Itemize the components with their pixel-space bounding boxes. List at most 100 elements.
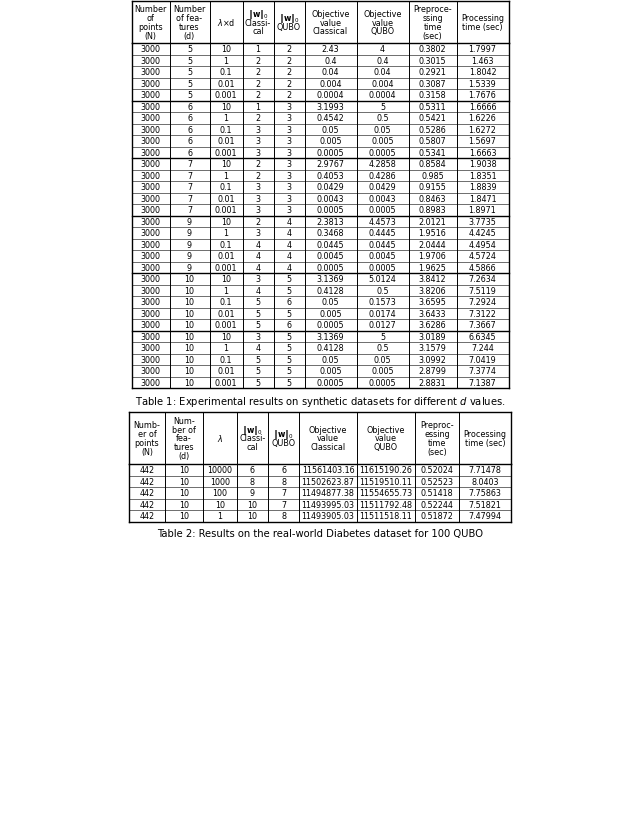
Text: 442: 442 (140, 477, 155, 486)
Text: Classical: Classical (313, 28, 348, 36)
Text: 10: 10 (248, 512, 257, 521)
Text: 4: 4 (255, 264, 260, 273)
Text: Classi-: Classi- (245, 19, 271, 28)
Text: 0.5286: 0.5286 (419, 125, 446, 134)
Text: 2: 2 (287, 79, 292, 88)
Text: 3: 3 (255, 183, 260, 192)
Text: 3: 3 (287, 125, 291, 134)
Text: 2: 2 (287, 45, 292, 54)
Text: Classi-: Classi- (239, 434, 266, 443)
Text: Objective: Objective (364, 10, 402, 19)
Text: 0.1: 0.1 (220, 125, 232, 134)
Text: 7.0419: 7.0419 (468, 355, 497, 364)
Text: 10: 10 (179, 477, 189, 486)
Text: 3000: 3000 (141, 310, 161, 319)
Text: 0.001: 0.001 (215, 148, 237, 157)
Text: 0.5311: 0.5311 (419, 102, 446, 111)
Text: 3000: 3000 (141, 57, 161, 66)
Text: 4: 4 (255, 252, 260, 261)
Text: 11493905.03: 11493905.03 (301, 512, 355, 521)
Text: 10: 10 (221, 45, 231, 54)
Text: 0.0445: 0.0445 (369, 241, 396, 250)
Text: 1.8971: 1.8971 (468, 206, 497, 215)
Text: 3000: 3000 (141, 68, 161, 77)
Text: $\lambda$$\times$d: $\lambda$$\times$d (217, 17, 235, 29)
Text: 0.2921: 0.2921 (419, 68, 447, 77)
Text: 11494877.38: 11494877.38 (301, 489, 355, 498)
Text: 2.43: 2.43 (322, 45, 339, 54)
Text: 0.4542: 0.4542 (317, 114, 344, 123)
Text: 5: 5 (255, 355, 260, 364)
Text: 7.2924: 7.2924 (468, 298, 497, 307)
Text: 5: 5 (255, 367, 260, 376)
Text: 1.6663: 1.6663 (468, 148, 496, 157)
Text: 0.0005: 0.0005 (317, 321, 344, 330)
Text: 8.0403: 8.0403 (471, 477, 499, 486)
Text: 10: 10 (184, 298, 195, 307)
Text: 6: 6 (187, 125, 192, 134)
Text: 2: 2 (255, 218, 260, 227)
Text: 7.244: 7.244 (471, 344, 494, 353)
Text: 4: 4 (287, 252, 291, 261)
Text: 10: 10 (184, 355, 195, 364)
Text: 10: 10 (184, 344, 195, 353)
Text: 0.5807: 0.5807 (419, 137, 446, 146)
Text: 3.6433: 3.6433 (419, 310, 446, 319)
Text: 1.8042: 1.8042 (468, 68, 496, 77)
Text: 3000: 3000 (141, 378, 161, 387)
Text: 2.8799: 2.8799 (419, 367, 447, 376)
Text: 3000: 3000 (141, 125, 161, 134)
Text: 3.0189: 3.0189 (419, 333, 446, 342)
Text: 1.9038: 1.9038 (468, 160, 496, 169)
Text: 2.0121: 2.0121 (419, 218, 446, 227)
Text: 5: 5 (255, 378, 260, 387)
Text: 7: 7 (281, 500, 286, 509)
Text: 3: 3 (287, 102, 291, 111)
Text: ber of: ber of (172, 425, 196, 434)
Text: 0.001: 0.001 (215, 321, 237, 330)
Text: 0.1: 0.1 (220, 68, 232, 77)
Text: 0.4053: 0.4053 (317, 171, 344, 180)
Text: ssing: ssing (422, 14, 443, 23)
Text: 4: 4 (287, 241, 291, 250)
Text: 3000: 3000 (141, 79, 161, 88)
Text: 3000: 3000 (141, 148, 161, 157)
Text: time (sec): time (sec) (465, 438, 506, 447)
Text: 7: 7 (187, 160, 192, 169)
Text: 1: 1 (223, 287, 228, 296)
Text: (d): (d) (179, 452, 189, 461)
Text: 0.0043: 0.0043 (369, 195, 396, 203)
Text: value: value (319, 19, 342, 28)
Text: 3000: 3000 (141, 275, 161, 284)
Text: Number: Number (134, 5, 166, 14)
Text: 9: 9 (187, 229, 192, 238)
Text: 5: 5 (255, 321, 260, 330)
Text: 0.01: 0.01 (217, 310, 235, 319)
Text: Number: Number (173, 5, 205, 14)
Text: 3.7735: 3.7735 (468, 218, 497, 227)
Text: 1.5339: 1.5339 (468, 79, 497, 88)
Text: 0.05: 0.05 (322, 125, 339, 134)
Text: 10: 10 (221, 275, 231, 284)
Text: 1.6666: 1.6666 (468, 102, 496, 111)
Text: time: time (423, 23, 442, 32)
Text: 11561403.16: 11561403.16 (301, 466, 355, 475)
Text: 3.1579: 3.1579 (419, 344, 447, 353)
Text: 11511518.11: 11511518.11 (360, 512, 412, 521)
Text: 7: 7 (281, 489, 286, 498)
Text: 0.3802: 0.3802 (419, 45, 446, 54)
Text: Processing: Processing (463, 429, 506, 438)
Text: value: value (375, 434, 397, 443)
Text: 2: 2 (255, 79, 260, 88)
Text: 0.005: 0.005 (319, 367, 342, 376)
Text: 0.3015: 0.3015 (419, 57, 446, 66)
Text: 2: 2 (255, 114, 260, 123)
Text: 0.9155: 0.9155 (419, 183, 447, 192)
Text: 4: 4 (255, 241, 260, 250)
Text: 0.01: 0.01 (217, 195, 235, 203)
Text: 5: 5 (287, 310, 292, 319)
Text: 3.8412: 3.8412 (419, 275, 446, 284)
Text: 3000: 3000 (141, 160, 161, 169)
Text: 10: 10 (179, 466, 189, 475)
Text: 1.7676: 1.7676 (468, 91, 497, 100)
